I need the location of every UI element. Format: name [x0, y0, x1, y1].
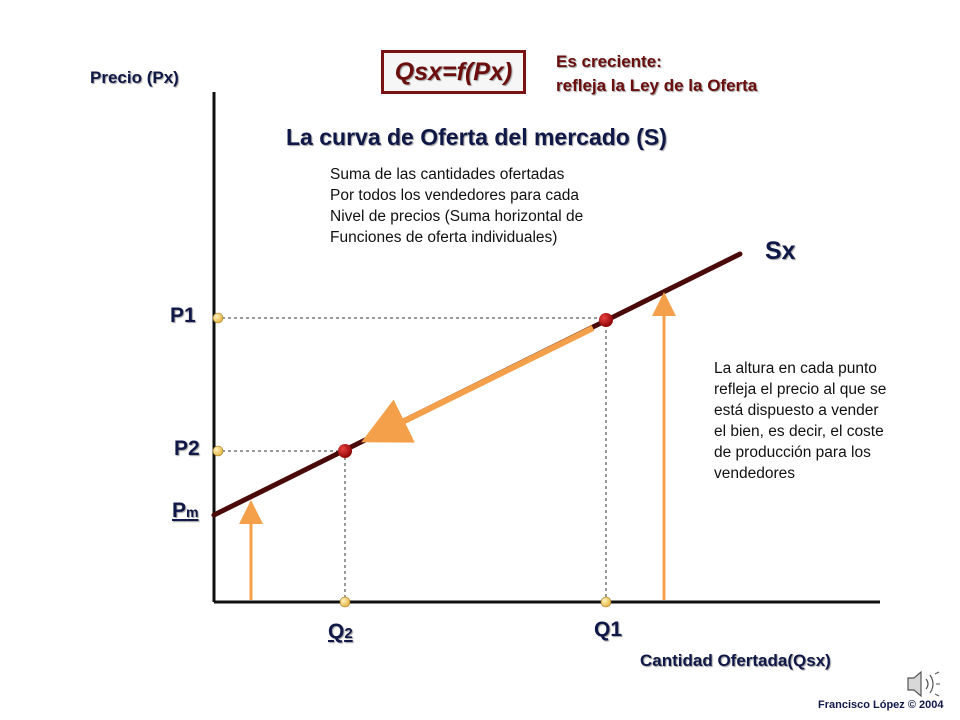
sum-note: Suma de las cantidades ofertadas Por tod… — [330, 164, 660, 248]
formula-box: Qsx=f(Px) — [381, 50, 526, 94]
sum-note-line: Funciones de oferta individuales) — [330, 229, 558, 246]
credit-text: Francisco López © 2004 — [818, 699, 944, 711]
q2-label-sub: 2 — [344, 625, 353, 642]
height-note-line: de producción para los — [714, 444, 871, 461]
point-p2-q2 — [338, 444, 352, 458]
height-note-line: el bien, es decir, el coste — [714, 423, 884, 440]
height-note-line: vendedores — [714, 465, 796, 482]
sum-note-line: Suma de las cantidades ofertadas — [330, 166, 565, 183]
p1-axis-marker — [212, 312, 224, 324]
speaker-icon[interactable] — [907, 670, 940, 698]
y-axis-label: Precio (Px) — [90, 68, 179, 87]
pm-label-main: P — [172, 499, 187, 522]
sum-note-line: Nivel de precios (Suma horizontal de — [330, 208, 584, 225]
q1-label: Q1 — [594, 618, 623, 641]
increasing-note-line2: refleja la Ley de la Oferta — [556, 76, 758, 95]
diagram-title: La curva de Oferta del mercado (S) — [286, 124, 667, 150]
height-note: La altura en cada punto refleja el preci… — [714, 358, 944, 484]
q1-axis-marker — [600, 596, 612, 608]
movement-arrow — [361, 325, 595, 443]
q2-label-main: Q — [328, 620, 345, 643]
pm-label-sub: m — [186, 504, 199, 520]
q2-label: Q2 — [328, 620, 353, 644]
p2-label: P2 — [174, 437, 200, 460]
formula-text: Qsx=f(Px) — [394, 57, 513, 86]
point-p1-q1 — [599, 313, 613, 327]
q2-axis-marker — [339, 596, 351, 608]
sum-note-line: Por todos los vendedores para cada — [330, 187, 580, 204]
height-note-line: refleja el precio al que se — [714, 381, 887, 398]
x-axis-label: Cantidad Ofertada(Qsx) — [640, 651, 831, 670]
curve-label: Sx — [765, 237, 796, 265]
p2-axis-marker — [212, 445, 224, 457]
height-note-line: La altura en cada punto — [714, 360, 877, 377]
height-note-line: está dispuesto a vender — [714, 402, 879, 419]
increasing-note-line1: Es creciente: — [556, 52, 662, 71]
p1-label: P1 — [170, 304, 196, 327]
pm-label: Pm — [172, 499, 198, 523]
